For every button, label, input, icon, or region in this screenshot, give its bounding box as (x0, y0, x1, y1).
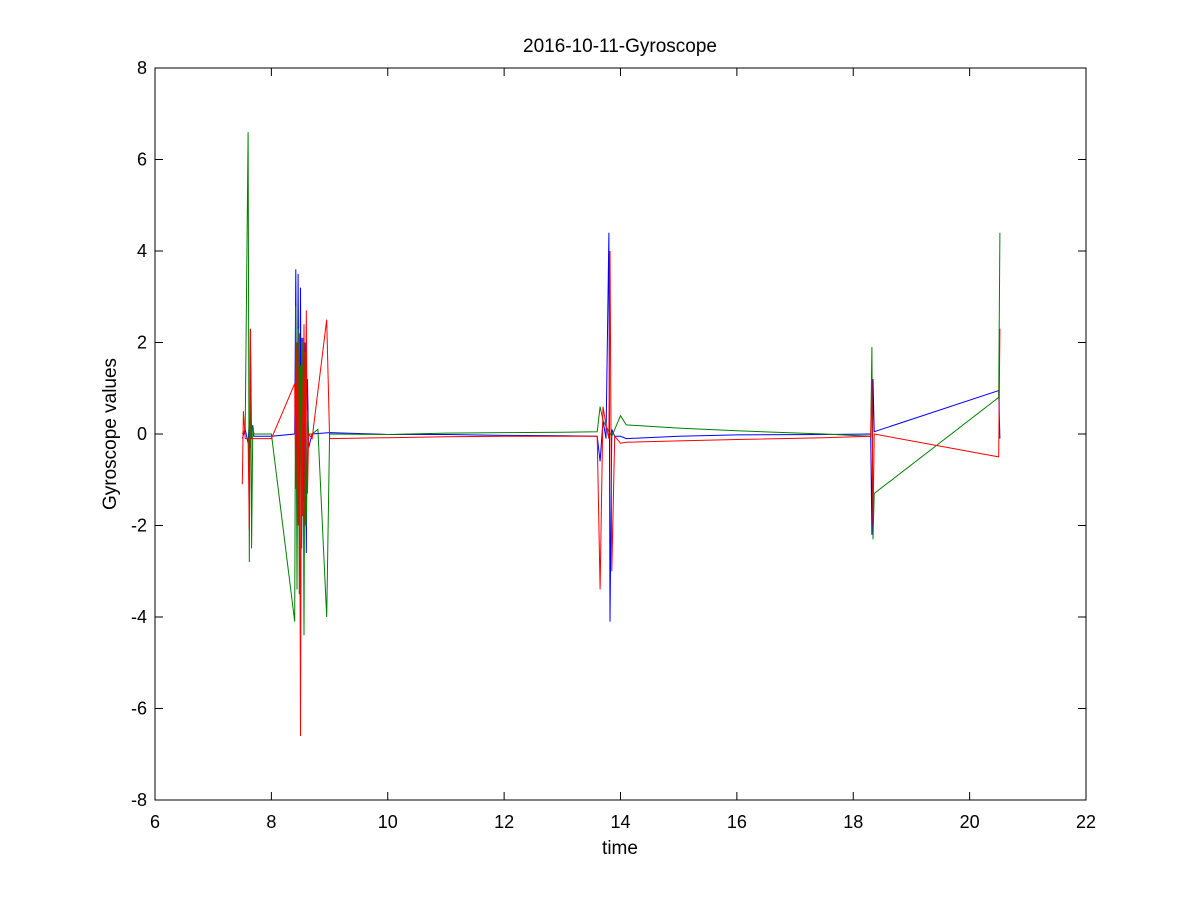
x-tick-label: 18 (843, 812, 863, 832)
y-tick-label: -4 (131, 607, 147, 627)
tick-layer: 6 8 10 12 14 16 18 20 22 -8 -6 -4 -2 0 2 4 6 8 (131, 58, 1096, 832)
y-tick-label: 6 (137, 150, 147, 170)
plot-area: 6 8 10 12 14 16 18 20 22 -8 -6 -4 -2 0 2 4 6 8 (131, 58, 1096, 832)
y-tick-label: -6 (131, 699, 147, 719)
x-axis-label: time (602, 838, 638, 859)
x-tick-label: 16 (727, 812, 747, 832)
series-line-1 (241, 232, 1001, 622)
y-tick-label: -2 (131, 516, 147, 536)
x-tick-label: 6 (150, 812, 160, 832)
chart-title: 2016-10-11-Gyroscope (523, 36, 717, 57)
y-tick-label: 0 (137, 424, 147, 444)
y-tick-label: 2 (137, 333, 147, 353)
x-tick-label: 12 (494, 812, 514, 832)
series-line-2 (241, 132, 1001, 636)
x-tick-label: 14 (610, 812, 630, 832)
y-axis-label: Gyroscope values (100, 358, 121, 510)
series-layer (241, 132, 1001, 737)
series-line-3 (241, 250, 1001, 737)
x-tick-label: 8 (266, 812, 276, 832)
y-tick-label: 8 (137, 58, 147, 78)
x-tick-label: 10 (378, 812, 398, 832)
x-tick-label: 22 (1076, 812, 1096, 832)
y-tick-label: -8 (131, 790, 147, 810)
x-tick-label: 20 (960, 812, 980, 832)
y-tick-label: 4 (137, 241, 147, 261)
